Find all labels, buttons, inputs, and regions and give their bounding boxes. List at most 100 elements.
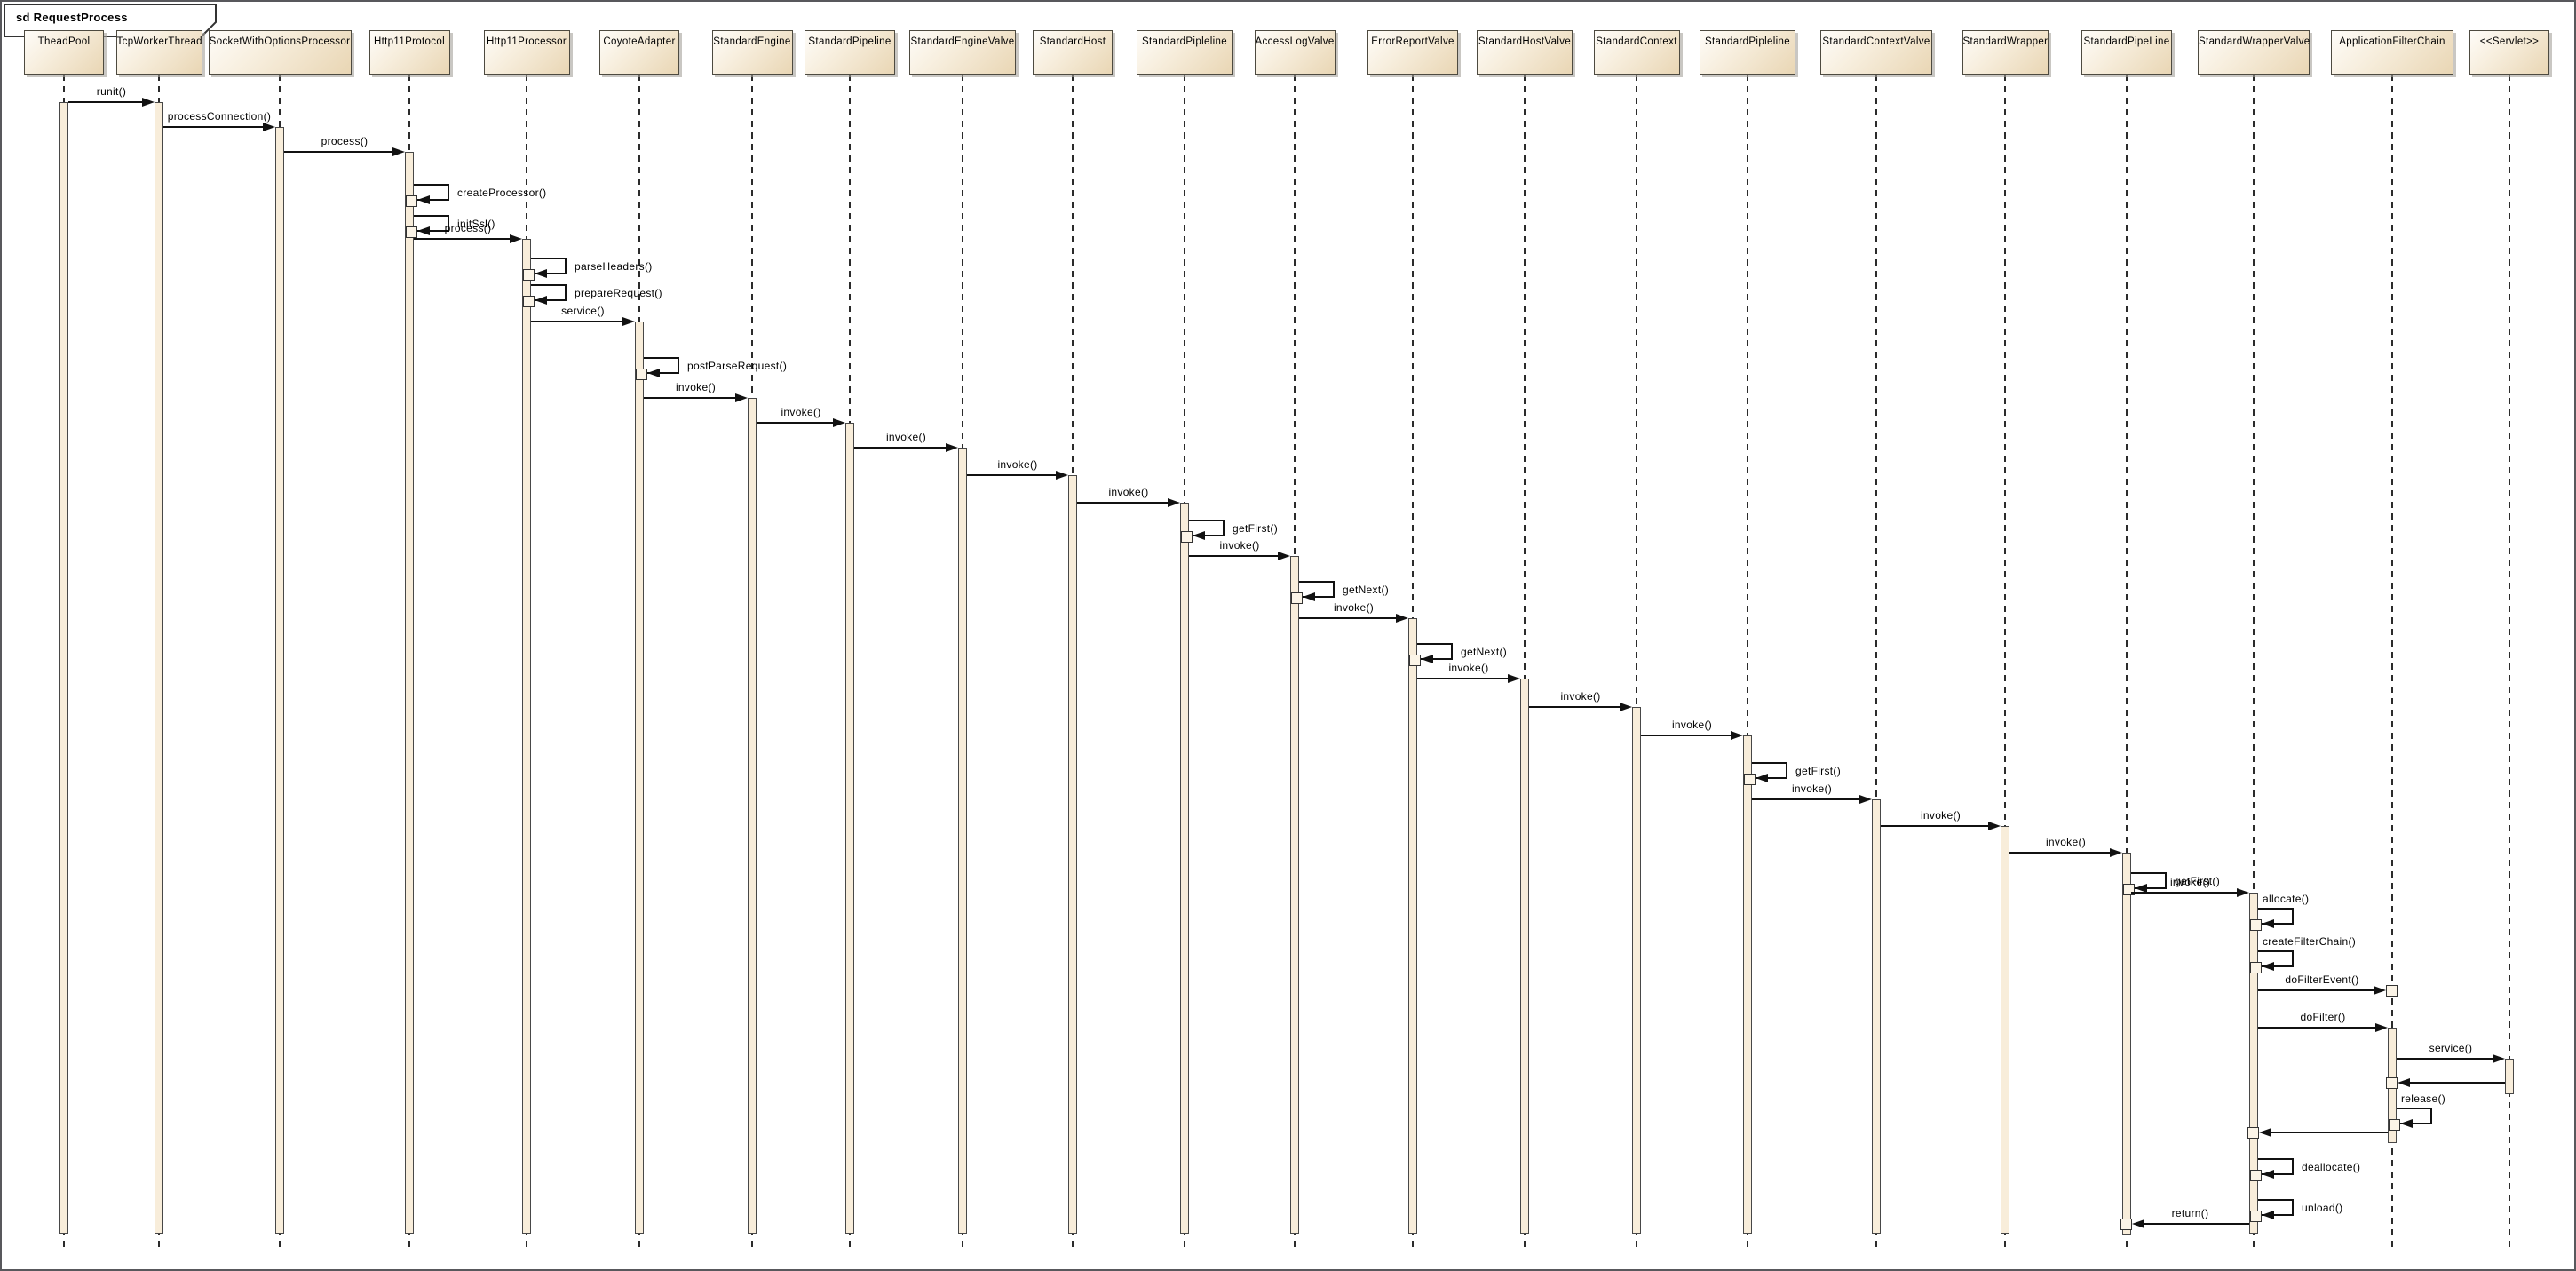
self-call-box — [406, 226, 417, 238]
call-message-line — [1189, 555, 1278, 557]
message-arrowhead-right-icon — [833, 418, 845, 427]
message-arrowhead-left-icon — [417, 195, 430, 204]
message-arrowhead-right-icon — [392, 147, 405, 156]
call-message-label: invoke() — [1448, 662, 1489, 674]
self-message-loop — [2258, 1158, 2294, 1175]
self-message-label: parseHeaders() — [575, 260, 653, 273]
self-message-loop — [414, 215, 449, 232]
message-arrowhead-right-icon — [1620, 703, 1632, 711]
self-call-box — [2250, 919, 2262, 931]
lifeline-box: StandardWrapper — [1962, 30, 2049, 75]
self-message-label: unload() — [2302, 1202, 2343, 1214]
call-message-line — [1077, 502, 1168, 504]
call-message-label: invoke() — [885, 431, 927, 443]
message-arrowhead-left-icon — [2262, 962, 2274, 971]
activation-bar — [748, 398, 757, 1234]
message-arrowhead-right-icon — [1396, 614, 1408, 623]
call-message-label: invoke() — [1333, 601, 1375, 614]
lifeline-box: StandardContext — [1593, 30, 1680, 75]
lifeline-box: StandardPipleline — [1137, 30, 1233, 75]
call-message-label: invoke() — [997, 458, 1038, 471]
self-message-loop — [531, 258, 567, 274]
activation-bar — [155, 102, 163, 1234]
call-message-label: invoke() — [1791, 782, 1833, 795]
activation-bar — [405, 152, 414, 1234]
message-arrowhead-right-icon — [1731, 731, 1743, 740]
self-message-label: initSsl() — [457, 218, 495, 230]
call-message-label: invoke() — [1219, 539, 1260, 552]
self-call-box — [406, 195, 417, 207]
lifeline-dash-line — [2253, 75, 2255, 1250]
lifeline-dash-line — [2126, 75, 2128, 1250]
self-message-label: getNext() — [1461, 646, 1508, 658]
lifeline-box: <<Servlet>> — [2469, 30, 2549, 75]
lifeline-box: AccessLogValve — [1254, 30, 1336, 75]
message-arrowhead-left-icon — [417, 226, 430, 235]
call-message-label: invoke() — [781, 406, 821, 418]
lifeline-dash-line — [1875, 75, 1877, 1250]
lifeline-box: ErrorReportValve — [1367, 30, 1458, 75]
lifeline-box: TcpWorkerThread — [115, 30, 202, 75]
call-message-label: invoke() — [2169, 876, 2211, 888]
message-arrowhead-right-icon — [2375, 1023, 2388, 1032]
frame-tab — [4, 4, 217, 37]
call-message-label: doFilter() — [2300, 1011, 2346, 1023]
call-message-line — [2258, 989, 2374, 991]
lifeline-dash-line — [1636, 75, 1637, 1250]
message-arrowhead-right-icon — [142, 98, 155, 107]
message-arrowhead-left-icon — [2262, 1170, 2274, 1179]
activation-bar — [1068, 475, 1077, 1234]
self-message-label: createProcessor() — [457, 187, 547, 199]
call-message-label: process() — [321, 135, 369, 147]
message-arrowhead-left-icon — [2262, 919, 2274, 928]
message-arrowhead-right-icon — [946, 443, 958, 452]
return-target-box — [2386, 1077, 2398, 1089]
self-message-label: getFirst() — [2175, 875, 2220, 887]
self-call-box — [523, 296, 535, 307]
lifeline-box: StandardEngine — [711, 30, 793, 75]
message-arrowhead-right-icon — [2110, 848, 2122, 857]
self-message-label: prepareRequest() — [575, 287, 662, 299]
lifeline-box: ApplicationFilterChain — [2331, 30, 2453, 75]
message-arrowhead-left-icon — [535, 269, 547, 278]
self-message-loop — [1417, 643, 1453, 660]
activation-bar — [1180, 503, 1189, 1234]
return-message-line — [2271, 1132, 2388, 1133]
activation-bar — [2505, 1059, 2514, 1094]
lifeline-box: StandardContextValve — [1820, 30, 1932, 75]
activation-bar — [1408, 618, 1417, 1234]
message-arrowhead-left-icon — [2135, 884, 2147, 893]
self-call-box — [2389, 1119, 2400, 1131]
message-arrowhead-left-icon — [1303, 592, 1315, 601]
activation-bar — [635, 322, 644, 1234]
message-arrowhead-left-icon — [2132, 1219, 2144, 1228]
message-arrowhead-left-icon — [1756, 774, 1768, 782]
self-message-loop — [2397, 1108, 2432, 1124]
self-call-box — [2250, 1170, 2262, 1181]
call-message-line — [163, 126, 263, 128]
self-call-box — [1181, 531, 1193, 543]
call-message-label: doFilterEvent() — [2285, 973, 2359, 986]
call-message-label: invoke() — [2045, 836, 2087, 848]
message-arrowhead-left-icon — [2262, 1211, 2274, 1219]
lifeline-box: StandardWrapperValve — [2198, 30, 2310, 75]
call-message-label: service() — [561, 305, 605, 317]
call-message-line — [2009, 852, 2110, 854]
call-message-label: invoke() — [675, 381, 717, 393]
self-call-box — [2250, 962, 2262, 973]
lifeline-box: StandardHost — [1033, 30, 1113, 75]
call-message-label: runit() — [96, 85, 127, 98]
lifeline-dash-line — [2391, 75, 2393, 1250]
call-message-line — [2397, 1058, 2493, 1060]
activation-bar — [1743, 735, 1752, 1234]
lifeline-box: StandardPipeLine — [2081, 30, 2172, 75]
lifeline-box: Http11Processor — [483, 30, 570, 75]
self-message-label: getNext() — [1343, 584, 1390, 596]
self-message-loop — [2258, 950, 2294, 967]
self-message-label: allocate() — [2263, 893, 2310, 905]
self-message-label: createFilterChain() — [2263, 935, 2357, 948]
call-message-line — [531, 321, 622, 322]
lifeline-box: StandardPipeline — [805, 30, 895, 75]
activation-bar — [845, 423, 854, 1234]
call-message-line — [2258, 1027, 2375, 1029]
